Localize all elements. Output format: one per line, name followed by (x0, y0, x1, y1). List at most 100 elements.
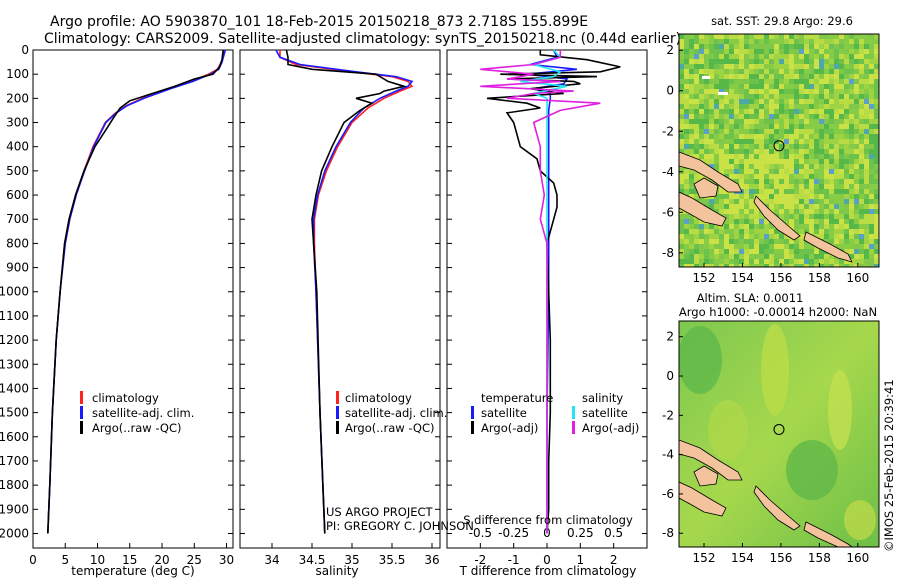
sst-cell (684, 229, 689, 234)
sst-cell (789, 204, 794, 209)
sst-cell (864, 129, 869, 134)
sst-cell (719, 59, 724, 64)
sst-cell (864, 69, 869, 74)
sst-cell (699, 264, 704, 267)
sst-cell (739, 239, 744, 244)
sst-cell (754, 204, 759, 209)
sst-cell (809, 224, 814, 229)
sst-cell (794, 39, 799, 44)
sst-cell (724, 134, 729, 139)
sst-cell (794, 64, 799, 69)
sst-cell (689, 194, 694, 199)
sst-cell (794, 179, 799, 184)
sst-cell (874, 124, 879, 129)
sst-cell (869, 94, 874, 99)
sst-cell (784, 219, 789, 224)
sst-cell (689, 134, 694, 139)
sst-cell (869, 74, 874, 79)
sst-cell (759, 49, 764, 54)
sst-cell (744, 154, 749, 159)
sst-cell (719, 89, 724, 94)
sst-cell (839, 109, 844, 114)
sst-cell (829, 79, 834, 84)
land-bougainville (753, 195, 801, 241)
top-x-tick-label: 0.25 (567, 526, 594, 540)
sst-cell (854, 144, 859, 149)
sst-cell (859, 134, 864, 139)
sst-cell (699, 119, 704, 124)
sst-cell (874, 259, 879, 264)
sst-cell (734, 234, 739, 239)
sst-cell (744, 124, 749, 129)
sst-cell (799, 159, 804, 164)
sst-cell (829, 59, 834, 64)
map-y-tick-label: -4 (662, 448, 674, 462)
sst-cell (864, 74, 869, 79)
sst-cell (834, 174, 839, 179)
sst-cell (814, 89, 819, 94)
sst-cell (834, 129, 839, 134)
sst-cell (804, 124, 809, 129)
sst-cell (849, 144, 854, 149)
sst-cell (689, 244, 694, 249)
sst-cell (729, 259, 734, 264)
sst-cell (794, 209, 799, 214)
sst-cell (819, 99, 824, 104)
sst-cell (824, 54, 829, 59)
sst-cell (869, 104, 874, 109)
sst-cell (774, 109, 779, 114)
sst-cell (704, 44, 709, 49)
sst-cell (814, 154, 819, 159)
sst-cell (874, 214, 879, 219)
sst-cell (749, 129, 754, 134)
sst-cell (824, 149, 829, 154)
sst-cell (704, 134, 709, 139)
sst-cell (839, 234, 844, 239)
sst-cell (769, 179, 774, 184)
sst-cell (854, 179, 859, 184)
sst-cell (804, 199, 809, 204)
sst-cell (834, 124, 839, 129)
sst-cell (729, 134, 734, 139)
sst-cell (709, 134, 714, 139)
sst-cell (869, 99, 874, 104)
sst-cell (834, 39, 839, 44)
sst-cell (744, 89, 749, 94)
sst-cell (809, 229, 814, 234)
sst-cell (759, 94, 764, 99)
sst-cell (859, 74, 864, 79)
sst-cell (739, 129, 744, 134)
sst-cell (689, 104, 694, 109)
series-line-satellite-adj-clim- (47, 49, 227, 534)
sst-cell (734, 154, 739, 159)
sst-cell (794, 214, 799, 219)
sst-cell (744, 149, 749, 154)
sst-cell (799, 119, 804, 124)
sst-cell (754, 219, 759, 224)
sst-cell (724, 154, 729, 159)
sst-cell (799, 219, 804, 224)
sst-cell (809, 194, 814, 199)
sst-cell (764, 234, 769, 239)
top-x-tick-label: 0.5 (604, 526, 623, 540)
sst-cell (784, 214, 789, 219)
sst-cell (734, 174, 739, 179)
sst-cell (714, 264, 719, 267)
sst-cell (749, 234, 754, 239)
sst-cell (729, 169, 734, 174)
sst-cell (734, 169, 739, 174)
sst-cell (844, 64, 849, 69)
sst-cell (719, 44, 724, 49)
sst-cell (709, 64, 714, 69)
sst-cell (749, 84, 754, 89)
sst-cell (874, 194, 879, 199)
sst-cell (859, 159, 864, 164)
sst-cell (854, 94, 859, 99)
sst-cell (849, 194, 854, 199)
sst-cell (759, 234, 764, 239)
sst-cell (739, 229, 744, 234)
sst-cell (679, 59, 684, 64)
sst-cell (854, 159, 859, 164)
sst-cell (699, 34, 704, 39)
sst-cell (689, 254, 694, 259)
